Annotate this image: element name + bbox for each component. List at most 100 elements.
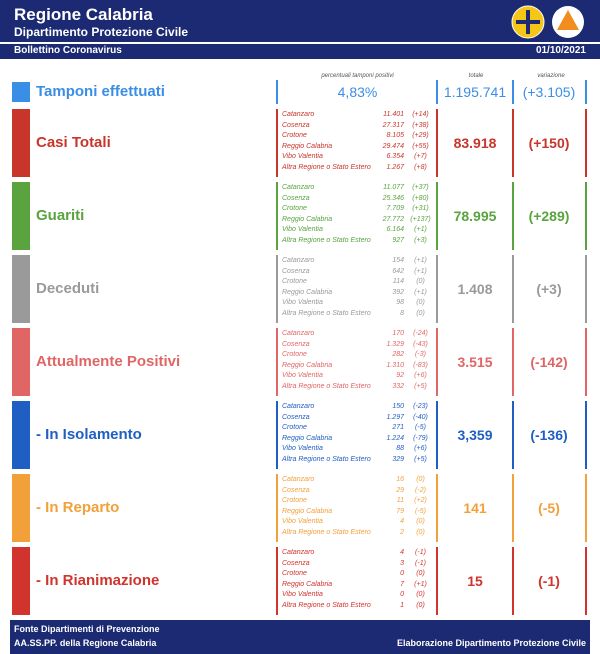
province-value: 4 [400,518,404,526]
footer-source2: AA.SS.PP. della Regione Calabria [14,638,157,648]
province: Crotone [282,205,307,213]
col-percent: percentuali tamponi positivi [321,73,394,79]
footer [10,620,590,654]
province-value: 98 [396,299,404,307]
province-change: (+7) [414,153,427,161]
divider [276,255,278,323]
province-value: 79 [396,507,404,515]
row-label: Tamponi effettuati [36,83,165,100]
province-value: 3 [400,559,404,567]
province-value: 927 [392,237,404,244]
total: 1.408 [457,281,493,297]
province-change: (0) [416,529,425,536]
province-change: (+1) [414,267,427,275]
province-value: 2 [400,529,404,536]
province-value: 332 [392,383,404,390]
change: (-142) [530,354,568,370]
divider [512,401,514,469]
province-change: (+31) [412,205,429,213]
divider [276,80,278,104]
province-change: (+37) [412,184,429,191]
province-value: 1.297 [386,413,404,421]
province: Cosenza [282,121,310,129]
title: Regione Calabria [14,5,153,24]
province-change: (+55) [412,142,429,150]
province-change: (+6) [414,445,427,453]
province-change: (+2) [414,497,427,505]
subtitle: Dipartimento Protezione Civile [14,25,189,39]
province-change: (0) [416,570,425,578]
province-value: 11 [396,497,404,505]
divider [436,255,438,323]
province: Cosenza [282,559,310,567]
province-value: 150 [392,403,404,410]
divider [436,182,438,250]
divider [512,109,514,177]
province: Crotone [282,278,307,286]
province-change: (+1) [414,257,427,264]
province: Cosenza [282,194,310,202]
province-change: (-3) [415,351,426,359]
divider [585,109,587,177]
total: 83.918 [453,135,497,151]
province-value: 271 [392,424,404,432]
change: (+3) [536,281,562,297]
divider [276,182,278,250]
section-label: Casi Totali [36,134,111,151]
province: Altra Regione o Stato Estero [282,383,371,390]
change: (+3.105) [522,84,576,100]
province-value: 282 [392,351,404,359]
province: Cosenza [282,340,310,348]
province: Reggio Calabria [282,580,333,588]
province-value: 29.474 [382,142,404,150]
province-value: 16 [396,476,404,483]
total: 141 [463,500,487,516]
footer-source1: Fonte Dipartimenti di Prevenzione [14,624,160,634]
divider [276,547,278,615]
section-label: Guariti [36,207,85,224]
province-value: 11.401 [383,111,404,118]
province-value: 1.329 [386,340,404,348]
header [0,0,600,42]
province: Vibo Valentia [282,299,323,307]
province-change: (+38) [412,121,429,129]
color-bar [12,401,30,469]
province-change: (-79) [413,434,428,442]
province: Cosenza [282,413,310,421]
section-label: Attualmente Positivi [36,353,181,370]
province-change: (-1) [415,549,426,556]
divider [512,547,514,615]
province: Reggio Calabria [282,507,333,515]
province-change: (+1) [414,226,427,234]
divider [436,547,438,615]
province-change: (-83) [413,361,428,369]
province-value: 88 [396,445,404,453]
change: (-136) [530,427,568,443]
province-change: (0) [416,518,425,526]
province-value: 4 [400,549,404,556]
logos [511,5,584,39]
province: Vibo Valentia [282,372,323,380]
province: Reggio Calabria [282,288,333,296]
province-value: 27.317 [382,121,404,129]
province-value: 642 [392,267,404,275]
province-value: 0 [400,570,404,578]
province-change: (+8) [414,164,427,171]
province: Catanzaro [282,476,315,483]
total: 1.195.741 [443,84,507,100]
section-label: - In Reparto [36,499,120,516]
province: Vibo Valentia [282,153,323,161]
divider [512,255,514,323]
province-change: (+5) [414,383,427,390]
divider [276,401,278,469]
province-value: 25.346 [382,194,404,202]
province: Altra Regione o Stato Estero [282,164,371,171]
province-change: (+5) [414,456,427,463]
province: Reggio Calabria [282,142,333,150]
divider [585,328,587,396]
province-change: (-23) [413,403,428,410]
province-change: (-43) [413,340,428,348]
col-total: totale [468,73,484,79]
total: 3,359 [457,427,493,443]
